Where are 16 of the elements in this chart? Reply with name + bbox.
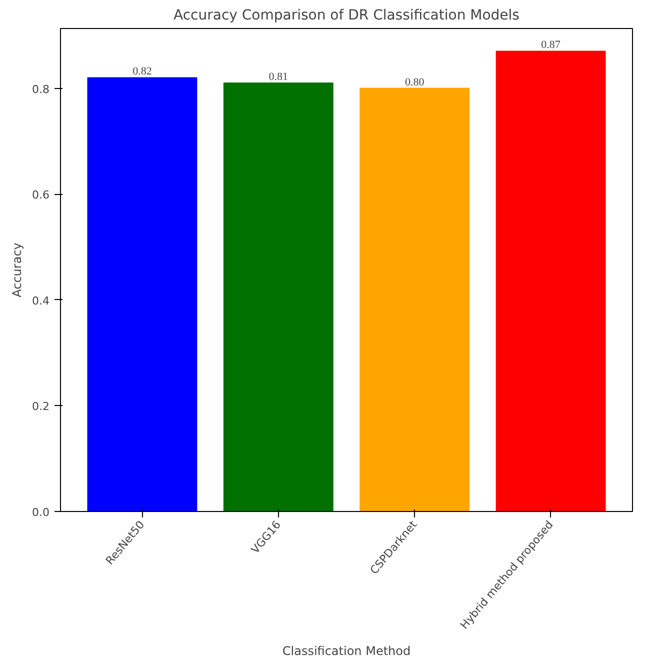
x-axis-title: Classification Method	[282, 644, 411, 658]
y-tick-label: 0.0	[32, 506, 50, 519]
bar	[360, 88, 470, 512]
y-tick-label: 0.8	[32, 82, 50, 96]
bar	[496, 50, 606, 512]
data-label: 0.87	[541, 39, 561, 52]
y-tick-label: 0.4	[32, 294, 50, 308]
y-tick-label: 0.6	[32, 188, 50, 202]
data-label: 0.81	[268, 70, 288, 83]
y-axis-title: Accuracy	[10, 242, 24, 298]
data-label: 0.82	[132, 66, 152, 78]
y-tick-label: 0.2	[32, 400, 50, 414]
bar	[223, 82, 334, 512]
chart-title: Accuracy Comparison of DR Classification Models	[174, 8, 520, 24]
data-label: 0.80	[404, 76, 425, 88]
bar	[87, 77, 198, 512]
